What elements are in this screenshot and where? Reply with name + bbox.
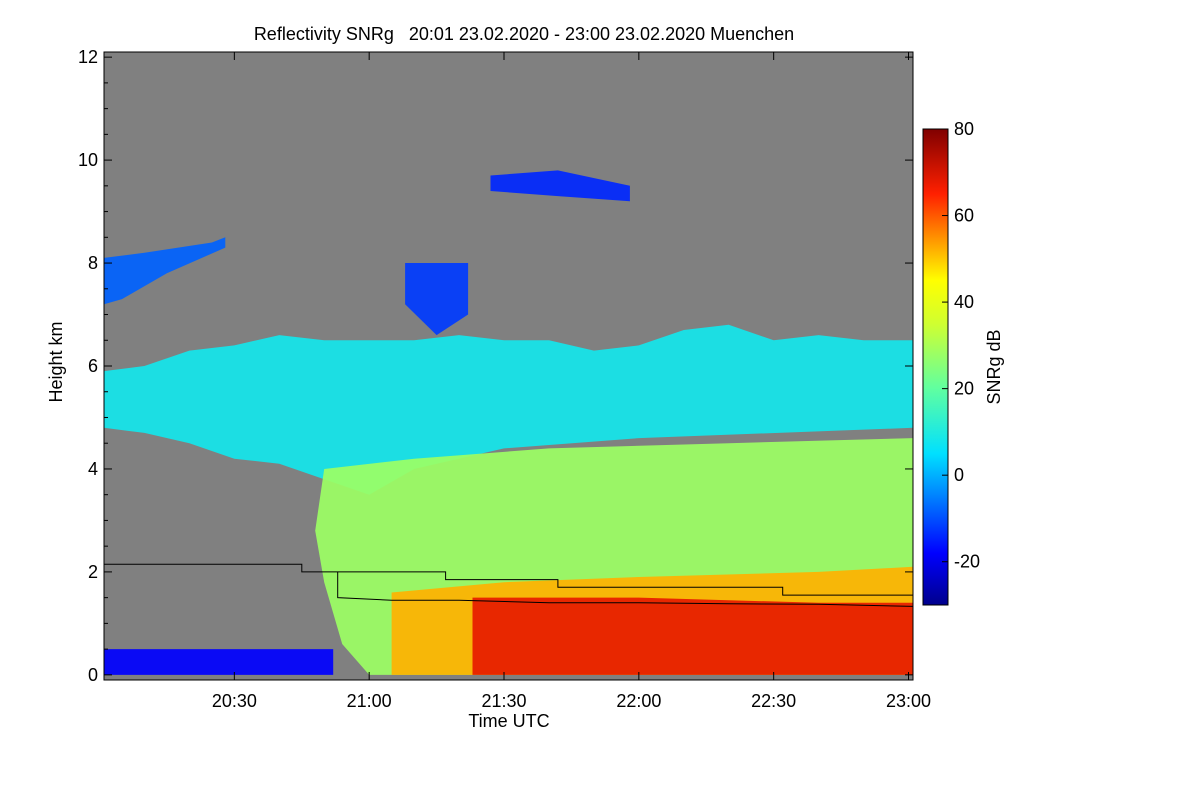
x-tick-label: 20:30 bbox=[212, 691, 257, 711]
y-tick-label: 10 bbox=[78, 150, 98, 170]
x-tick-label: 21:00 bbox=[347, 691, 392, 711]
colorbar-tick-label: 20 bbox=[954, 379, 974, 399]
y-tick-label: 0 bbox=[88, 665, 98, 685]
colorbar-label: SNRg dB bbox=[984, 329, 1004, 404]
colorbar-tick-label: 0 bbox=[954, 465, 964, 485]
chart-title: Reflectivity SNRg 20:01 23.02.2020 - 23:… bbox=[254, 24, 794, 44]
y-tick-label: 12 bbox=[78, 47, 98, 67]
echo-region-rain-core-red bbox=[472, 597, 913, 675]
upper-step-line bbox=[104, 563, 913, 596]
y-axis-label: Height km bbox=[46, 321, 66, 402]
echo-region-upper-left-cloud bbox=[104, 237, 226, 305]
x-tick-label: 23:00 bbox=[886, 691, 931, 711]
echo-region-main-cloud-upper bbox=[104, 324, 913, 495]
x-tick-label: 21:30 bbox=[481, 691, 526, 711]
echo-region-cirrus-10km bbox=[490, 170, 630, 202]
y-tick-label: 2 bbox=[88, 562, 98, 582]
echo-region-mid-cloud-8km bbox=[405, 263, 469, 336]
x-axis-label: Time UTC bbox=[468, 711, 549, 731]
y-tick-label: 6 bbox=[88, 356, 98, 376]
colorbar bbox=[922, 128, 949, 606]
x-tick-label: 22:30 bbox=[751, 691, 796, 711]
colorbar-tick-label: 40 bbox=[954, 292, 974, 312]
echo-region-low-clutter bbox=[104, 649, 334, 675]
colorbar-tick-label: 60 bbox=[954, 206, 974, 226]
x-tick-label: 22:00 bbox=[616, 691, 661, 711]
y-tick-label: 8 bbox=[88, 253, 98, 273]
colorbar-tick-label: 80 bbox=[954, 119, 974, 139]
y-tick-label: 4 bbox=[88, 459, 98, 479]
colorbar-tick-label: -20 bbox=[954, 552, 980, 572]
cloud-base-line bbox=[337, 571, 913, 607]
